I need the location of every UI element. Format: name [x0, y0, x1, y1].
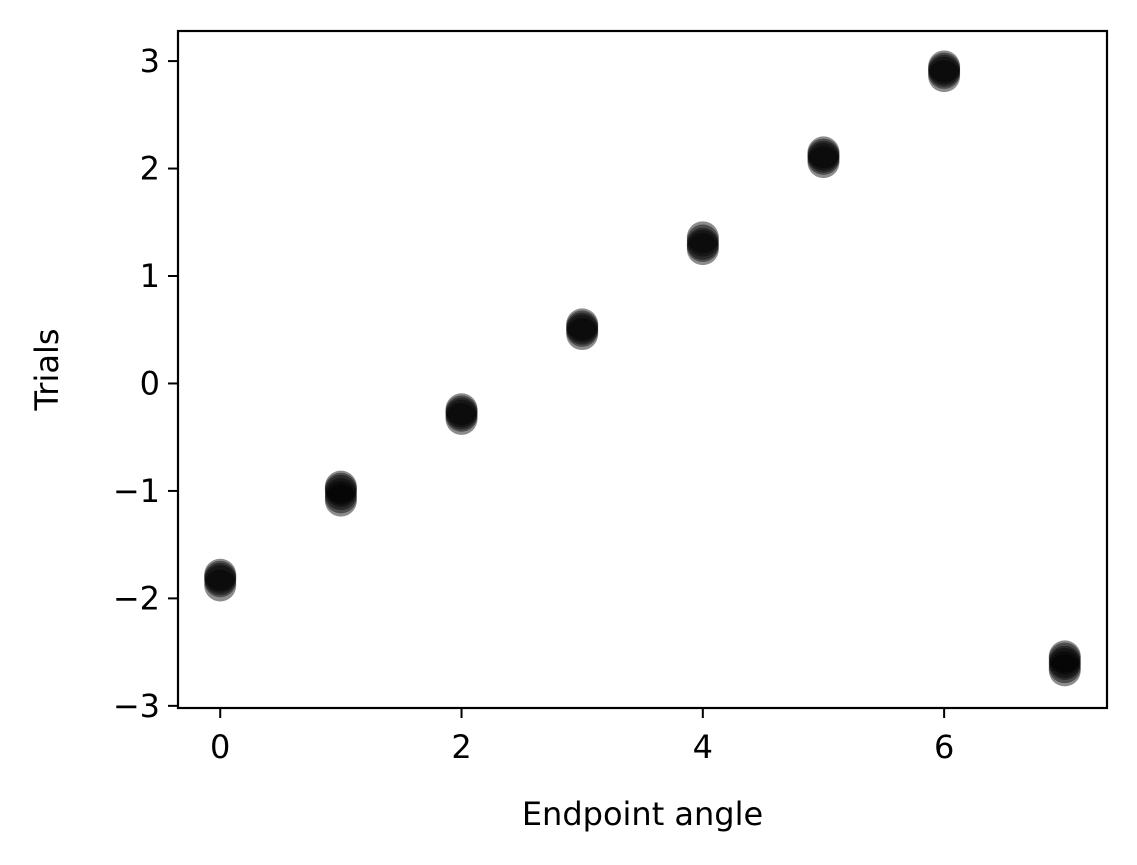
data-point [445, 399, 478, 432]
data-point [324, 472, 357, 505]
y-axis-label: Trials [28, 328, 66, 411]
x-tick-label: 4 [693, 728, 713, 766]
data-point [928, 50, 961, 83]
data-point [807, 140, 840, 173]
data-point [807, 142, 840, 175]
x-tick-label: 2 [451, 728, 471, 766]
y-tick-label: 1 [140, 257, 160, 295]
data-point [1048, 645, 1081, 678]
data-point [566, 310, 599, 343]
plot-frame [176, 29, 1109, 710]
data-point [686, 221, 719, 254]
data-point [324, 478, 357, 511]
data-point [566, 308, 599, 341]
data-points [204, 50, 1081, 687]
y-tick-label: −1 [113, 472, 160, 510]
y-tick-label: 3 [140, 42, 160, 80]
y-tick-label: 0 [140, 364, 160, 402]
data-point [324, 484, 357, 517]
data-point [204, 565, 237, 598]
data-point [445, 397, 478, 430]
data-point [445, 393, 478, 426]
data-point [204, 569, 237, 602]
data-point [324, 470, 357, 503]
data-point [807, 138, 840, 171]
data-point [807, 136, 840, 169]
data-point [686, 229, 719, 262]
data-point [204, 560, 237, 593]
data-point [204, 563, 237, 596]
y-tick-label: −3 [113, 687, 160, 725]
data-point [686, 224, 719, 257]
data-point [204, 558, 237, 591]
data-point [445, 402, 478, 435]
data-point [807, 146, 840, 179]
data-point [1048, 642, 1081, 675]
data-point [928, 56, 961, 89]
data-point [1048, 651, 1081, 684]
y-tick-label: −2 [113, 579, 160, 617]
data-point [928, 52, 961, 85]
data-point [1048, 654, 1081, 687]
data-point [566, 312, 599, 345]
x-tick-label: 0 [210, 728, 230, 766]
data-point [928, 54, 961, 87]
y-tick-label: 2 [140, 150, 160, 188]
data-point [686, 227, 719, 260]
data-point [324, 474, 357, 507]
x-tick-label: 6 [934, 728, 954, 766]
data-point [566, 318, 599, 351]
data-point [1048, 640, 1081, 673]
data-point [445, 395, 478, 428]
data-point [566, 314, 599, 347]
data-point [928, 60, 961, 93]
data-point [686, 233, 719, 266]
data-point [324, 481, 357, 514]
data-point [1048, 647, 1081, 680]
x-axis-label: Endpoint angle [522, 795, 763, 833]
axis-ticks: 0 2 4 6 −3 −2 −1 0 1 2 3 [113, 42, 954, 766]
